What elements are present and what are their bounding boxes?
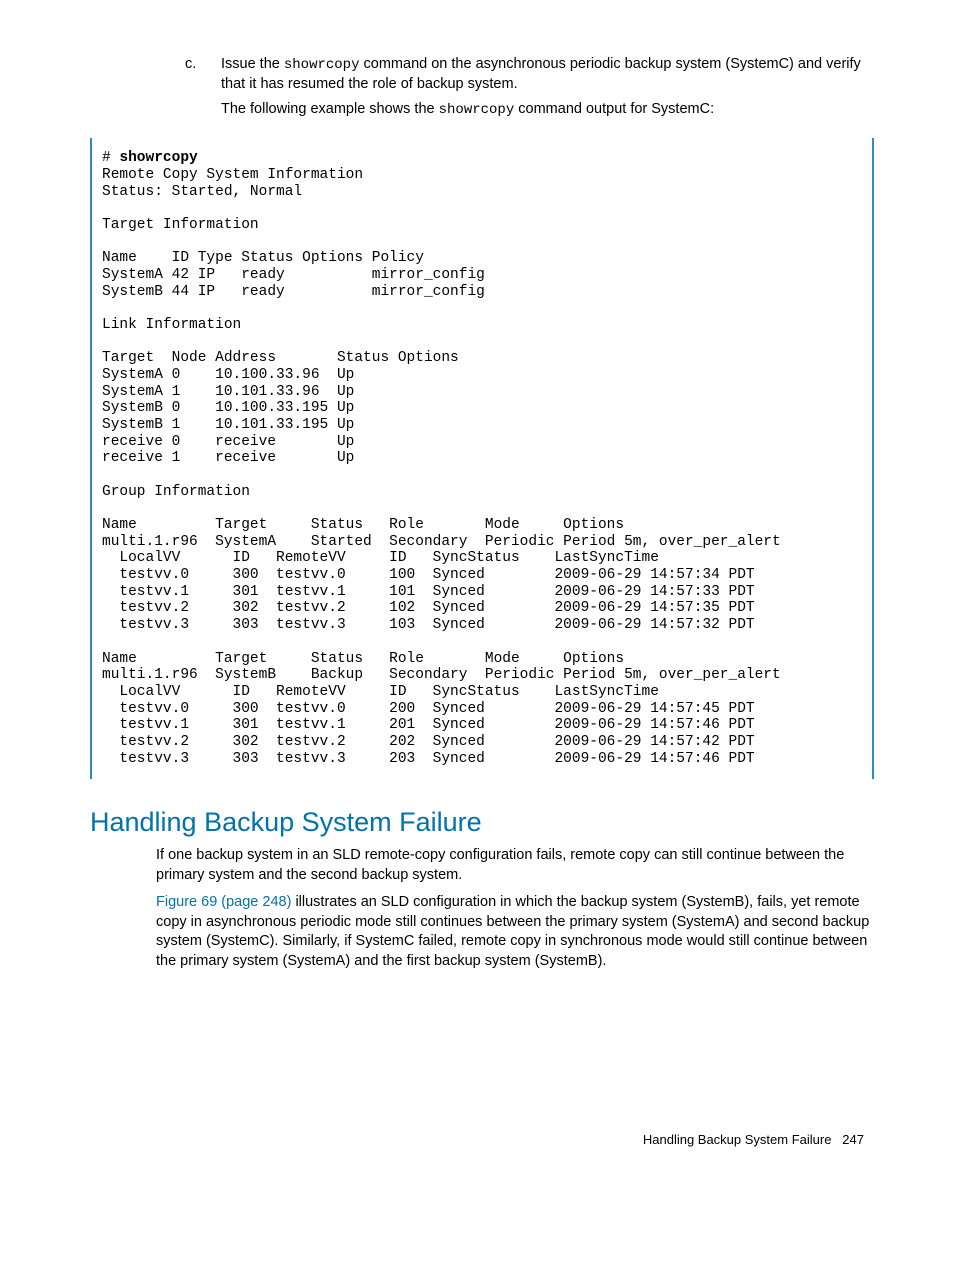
paragraph: If one backup system in an SLD remote-co…	[156, 846, 874, 885]
text: command output for SystemC:	[514, 101, 714, 117]
command-inline: showrcopy	[439, 102, 515, 118]
footer-title: Handling Backup System Failure	[643, 1132, 832, 1147]
command: showrcopy	[119, 150, 197, 166]
step-body: Issue the showrcopy command on the async…	[221, 55, 874, 94]
ordered-step-c: c. Issue the showrcopy command on the as…	[185, 55, 874, 120]
page-footer: Handling Backup System Failure 247	[90, 1132, 874, 1147]
prompt: #	[102, 150, 119, 166]
command-inline: showrcopy	[284, 57, 360, 73]
figure-link[interactable]: Figure 69 (page 248)	[156, 894, 291, 910]
step-marker: c.	[185, 55, 221, 94]
text: The following example shows the	[221, 101, 439, 117]
code-block: # showrcopy Remote Copy System Informati…	[90, 138, 874, 779]
section-heading: Handling Backup System Failure	[90, 807, 874, 838]
paragraph: Figure 69 (page 248) illustrates an SLD …	[156, 893, 874, 971]
step-follow-paragraph: The following example shows the showrcop…	[221, 100, 874, 120]
code-body: Remote Copy System Information Status: S…	[102, 167, 781, 767]
text: Issue the	[221, 56, 284, 72]
page-number: 247	[842, 1132, 864, 1147]
